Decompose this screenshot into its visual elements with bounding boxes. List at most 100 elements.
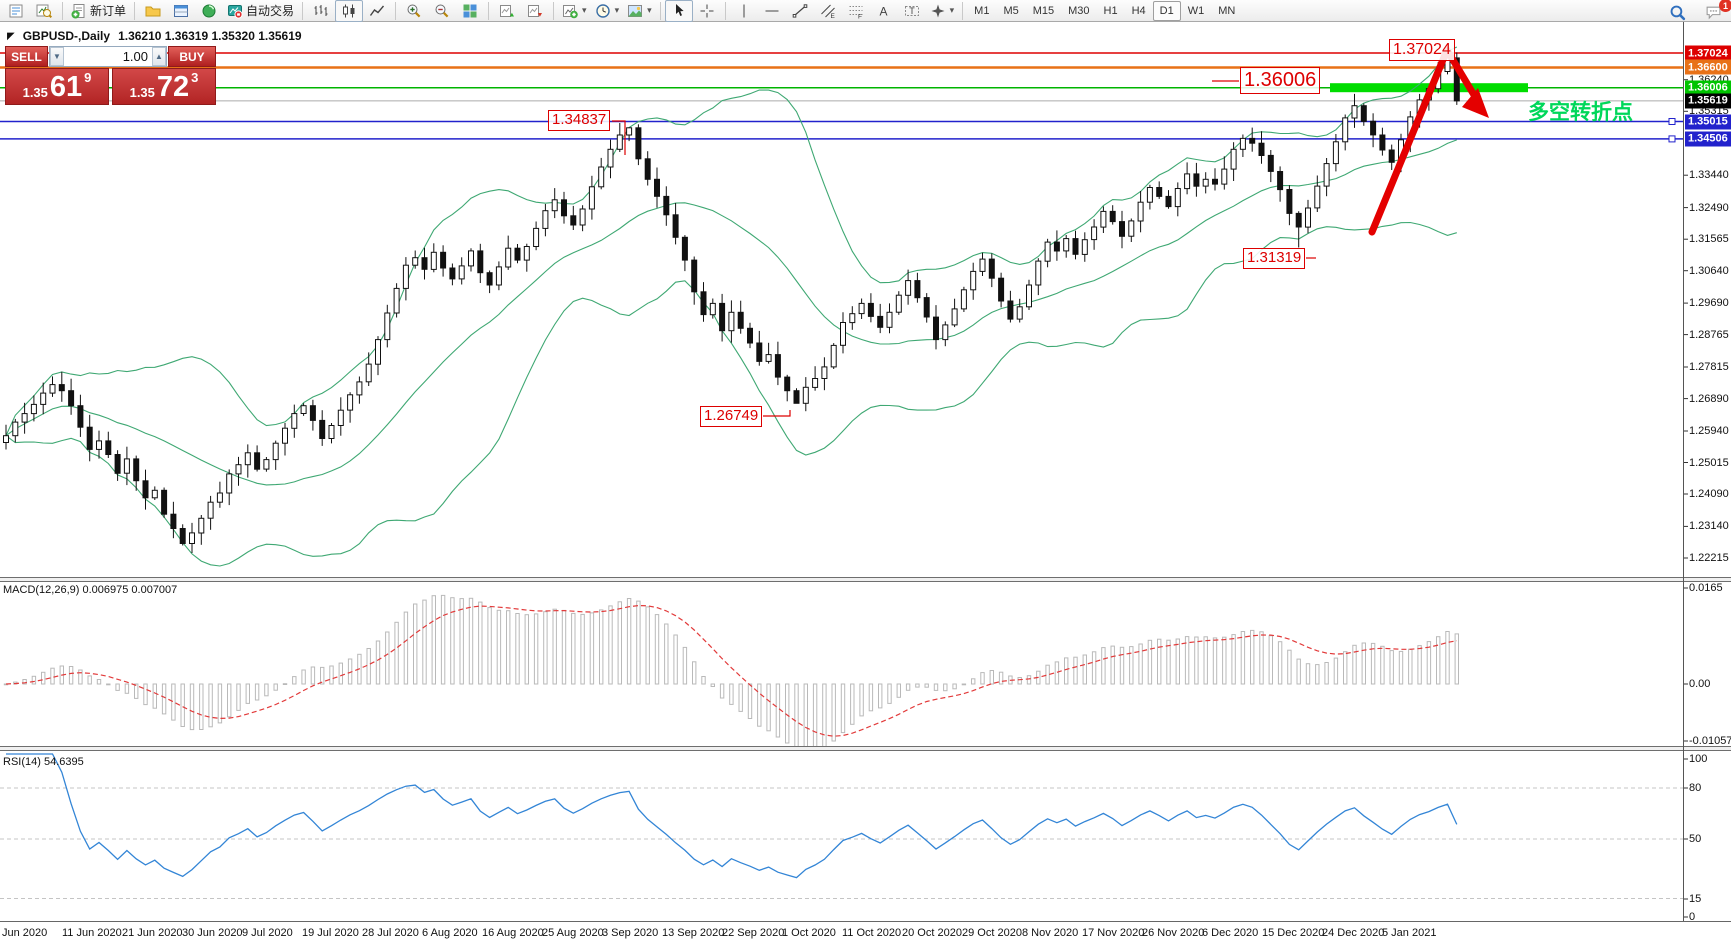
search-icon bbox=[1669, 4, 1686, 21]
buy-price-display[interactable]: 1.35 72 3 bbox=[112, 68, 216, 105]
templates-button[interactable]: ▾ bbox=[623, 0, 656, 22]
price-axis-tick: 1.29690 bbox=[1689, 297, 1729, 310]
trendline-icon bbox=[792, 3, 808, 19]
toolbar-separator bbox=[488, 1, 490, 20]
date-label: 15 Dec 2020 bbox=[1262, 927, 1325, 939]
toolbar-separator bbox=[134, 1, 136, 20]
timeframe-h1-button[interactable]: H1 bbox=[1103, 4, 1118, 17]
hline-button[interactable] bbox=[758, 0, 786, 22]
date-label: 21 Jun 2020 bbox=[122, 927, 183, 939]
volume-value[interactable]: 1.00 bbox=[122, 49, 148, 64]
rsi-indicator-label: RSI(14) 54.6395 bbox=[3, 756, 84, 768]
period-clock-button[interactable]: ▾ bbox=[591, 0, 624, 22]
date-label: 28 Jul 2020 bbox=[362, 927, 419, 939]
price-annotation-box[interactable]: 1.36006 bbox=[1240, 67, 1321, 94]
timeframe-d1-button[interactable]: D1 bbox=[1152, 0, 1181, 21]
templates-icon bbox=[627, 3, 643, 19]
bars-button[interactable] bbox=[307, 0, 335, 22]
data-window-button[interactable] bbox=[167, 0, 195, 22]
timeframe-mn-button[interactable]: MN bbox=[1218, 4, 1236, 17]
channel-icon: E bbox=[820, 3, 836, 19]
buy-price-big: 72 bbox=[156, 71, 190, 104]
candles-button[interactable] bbox=[335, 0, 364, 22]
arrange-up-button[interactable] bbox=[493, 0, 521, 22]
fibo-button[interactable]: F bbox=[842, 0, 870, 22]
date-label: 22 Sep 2020 bbox=[722, 927, 785, 939]
data-window-icon bbox=[173, 3, 189, 19]
arrange-down-icon bbox=[527, 3, 543, 19]
timeframe-m1-button[interactable]: M1 bbox=[974, 4, 990, 17]
svg-text:F: F bbox=[858, 13, 862, 19]
volume-stepper[interactable]: ▼ 1.00 ▲ bbox=[49, 46, 167, 67]
macd-axis-tick: 0.00 bbox=[1689, 678, 1711, 690]
chevron-down-icon: ▾ bbox=[614, 5, 620, 15]
crosshair-button[interactable] bbox=[693, 0, 721, 22]
text-button[interactable]: A bbox=[870, 0, 898, 22]
new-order-button[interactable]: 新订单 bbox=[67, 0, 130, 22]
price-axis-tick: 1.26890 bbox=[1689, 392, 1729, 405]
toolbar-button-label: 新订单 bbox=[90, 4, 127, 18]
new-order-icon bbox=[71, 3, 87, 19]
pane-separator[interactable] bbox=[0, 577, 1731, 582]
search-button[interactable] bbox=[1663, 1, 1691, 23]
new-chart-button[interactable]: ▾ bbox=[558, 0, 591, 22]
arrows-icon bbox=[930, 3, 946, 19]
timeframe-h4-button[interactable]: H4 bbox=[1131, 4, 1146, 17]
text-label-icon: T bbox=[904, 3, 920, 19]
timeframe-w1-button[interactable]: W1 bbox=[1187, 4, 1205, 17]
zoom-in-button[interactable] bbox=[400, 0, 428, 22]
sell-button[interactable]: SELL bbox=[5, 46, 48, 67]
toolbar-separator bbox=[62, 1, 63, 20]
trendline-button[interactable] bbox=[786, 0, 814, 22]
price-annotation-box[interactable]: 1.34837 bbox=[548, 110, 611, 131]
crosshair-icon bbox=[699, 3, 715, 19]
volume-increase-button[interactable]: ▲ bbox=[152, 47, 166, 66]
text-label-button[interactable]: T bbox=[898, 0, 926, 22]
date-label: 29 Oct 2020 bbox=[962, 927, 1022, 939]
buy-price-sup: 3 bbox=[191, 70, 199, 85]
date-label: 20 Oct 2020 bbox=[902, 927, 962, 939]
pane-separator[interactable] bbox=[0, 746, 1731, 751]
buy-button[interactable]: BUY bbox=[168, 46, 216, 67]
cursor-button[interactable] bbox=[664, 0, 693, 22]
chart-symbol-label: GBPUSD-,Daily bbox=[22, 29, 111, 43]
market-watch-button[interactable] bbox=[30, 0, 58, 22]
price-level-badge: 1.34506 bbox=[1685, 131, 1731, 147]
toolbar-separator bbox=[962, 1, 964, 20]
timeframe-m15-button[interactable]: M15 bbox=[1032, 4, 1055, 17]
price-annotation-box[interactable]: 1.31319 bbox=[1243, 248, 1306, 269]
navigator-button[interactable] bbox=[195, 0, 223, 22]
sell-price-small: 1.35 bbox=[22, 84, 48, 100]
chat-button[interactable]: 1 bbox=[1699, 0, 1731, 23]
sell-price-display[interactable]: 1.35 61 9 bbox=[5, 68, 109, 105]
chevron-down-icon: ▾ bbox=[949, 5, 955, 15]
rsi-axis-tick: 0 bbox=[1689, 911, 1696, 923]
date-label: 25 Aug 2020 bbox=[542, 927, 604, 939]
price-annotation-box[interactable]: 1.37024 bbox=[1389, 39, 1455, 61]
price-axis-tick: 1.24090 bbox=[1689, 488, 1729, 501]
date-label: 6 Dec 2020 bbox=[1202, 927, 1259, 939]
line-chart-button[interactable] bbox=[363, 0, 391, 22]
tile-windows-button[interactable] bbox=[456, 0, 484, 22]
timeframe-m30-button[interactable]: M30 bbox=[1068, 4, 1090, 17]
zoom-out-button[interactable] bbox=[428, 0, 456, 22]
chart-list-button[interactable] bbox=[2, 0, 30, 22]
chinese-annotation[interactable]: 多空转折点 bbox=[1528, 101, 1633, 124]
toolbar-separator bbox=[302, 1, 304, 20]
navigator-icon bbox=[201, 3, 217, 19]
arrange-down-button[interactable] bbox=[521, 0, 549, 22]
profile-button[interactable] bbox=[139, 0, 167, 22]
autotrade-button[interactable]: 自动交易 bbox=[223, 0, 298, 22]
vline-button[interactable] bbox=[730, 0, 758, 22]
svg-text:T: T bbox=[909, 5, 915, 15]
timeframe-m5-button[interactable]: M5 bbox=[1003, 4, 1019, 17]
channel-button[interactable]: E bbox=[814, 0, 842, 22]
arrows-button[interactable]: ▾ bbox=[926, 0, 959, 22]
volume-decrease-button[interactable]: ▼ bbox=[50, 47, 64, 66]
rsi-axis-tick: 50 bbox=[1689, 833, 1702, 845]
price-annotation-box[interactable]: 1.26749 bbox=[700, 406, 763, 427]
date-label: 6 Aug 2020 bbox=[422, 927, 478, 939]
